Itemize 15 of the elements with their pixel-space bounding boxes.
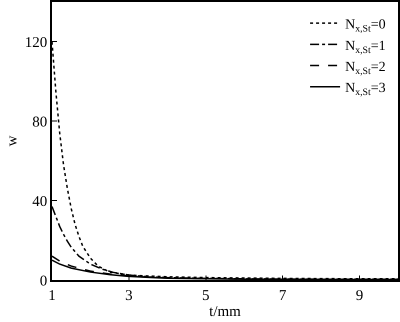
x-tick-label: 7 bbox=[278, 288, 287, 304]
legend-label: N$_{x,St}$=0 bbox=[345, 18, 386, 35]
y-tick-label: 0 bbox=[40, 273, 48, 290]
legend-label: N$_{x,St}$=2 bbox=[345, 60, 386, 77]
x-tick-label: 1 bbox=[48, 288, 56, 304]
y-tick-label: 120 bbox=[24, 34, 48, 51]
y-axis-title: w bbox=[4, 135, 20, 146]
y-tick-label: 80 bbox=[32, 114, 48, 130]
x-axis-title: t/mm bbox=[209, 304, 242, 320]
legend-label: N$_{x,St}$=3 bbox=[345, 81, 386, 98]
legend-label: N$_{x,St}$=1 bbox=[345, 38, 386, 56]
x-tick-label: 3 bbox=[125, 288, 133, 304]
x-tick-label: 9 bbox=[356, 288, 364, 304]
y-tick-label: 40 bbox=[32, 194, 48, 210]
x-tick-label: 5 bbox=[202, 288, 210, 304]
